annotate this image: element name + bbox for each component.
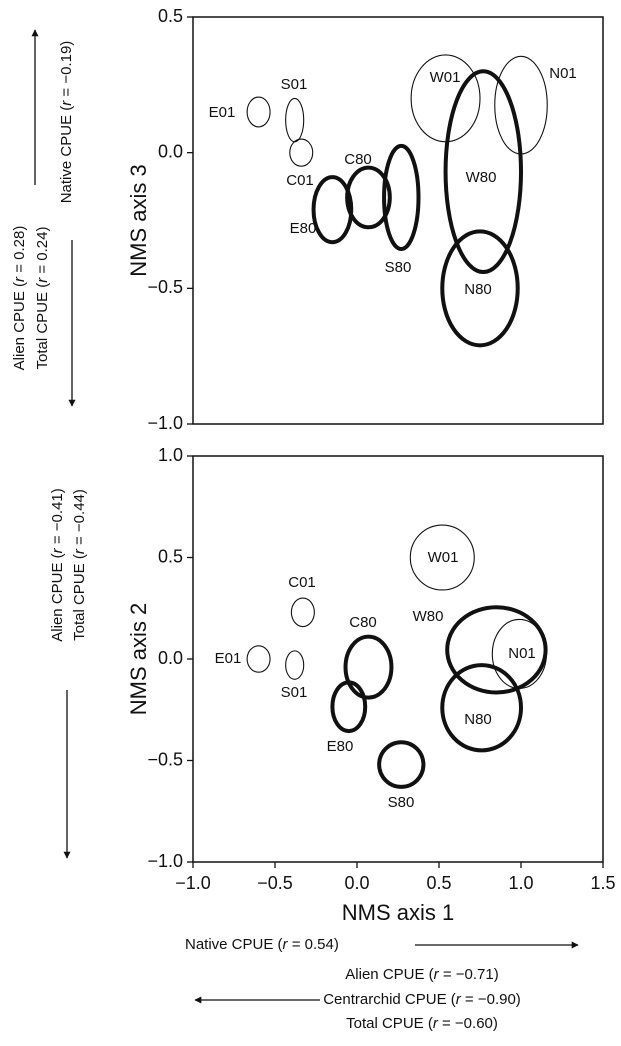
y-tick-label: 1.0 (158, 445, 183, 465)
x-axis-title: NMS axis 1 (342, 900, 454, 925)
point-label: S01 (281, 684, 308, 701)
group-ellipse (377, 740, 426, 789)
x-tick-label: 1.5 (590, 873, 615, 893)
point-label: W01 (428, 549, 459, 566)
point-label: E80 (290, 220, 317, 237)
point-label: N01 (508, 645, 536, 662)
point-label: N01 (549, 65, 577, 82)
x-tick-label: 0.5 (426, 873, 451, 893)
point-label: W80 (413, 608, 444, 625)
group-ellipse (440, 663, 524, 753)
y-tick-label: −1.0 (147, 413, 183, 433)
y-tick-label: −0.5 (147, 277, 183, 297)
y-axis-title: NMS axis 3 (126, 164, 151, 276)
point-label: S01 (281, 76, 308, 93)
annotation: Alien CPUE (r = 0.28) (11, 226, 28, 371)
point-label: W01 (430, 69, 461, 86)
point-label: C01 (286, 172, 314, 189)
point-label: W80 (466, 169, 497, 186)
group-ellipse (311, 175, 354, 245)
y-tick-label: −1.0 (147, 851, 183, 871)
annotation: Native CPUE (r = 0.54) (185, 936, 339, 953)
group-ellipse (440, 229, 520, 348)
annotation: Native CPUE (r = −0.19) (58, 41, 75, 204)
x-tick-label: 0.0 (344, 873, 369, 893)
group-ellipse (285, 650, 305, 680)
group-ellipse (290, 597, 315, 628)
group-ellipse (409, 524, 475, 591)
point-label: S80 (385, 259, 412, 276)
group-ellipse (382, 143, 421, 251)
group-ellipse (285, 97, 305, 143)
point-label: N80 (464, 711, 492, 728)
group-ellipse (443, 69, 523, 275)
annotation: Total CPUE (r = 0.24) (34, 227, 51, 370)
group-ellipse (246, 96, 271, 128)
y-tick-label: 0.0 (158, 648, 183, 668)
point-label: S80 (388, 794, 415, 811)
point-label: C80 (344, 151, 372, 168)
annotation: Alien CPUE (r = −0.41) (49, 488, 66, 641)
y-tick-label: 0.0 (158, 141, 183, 161)
annotation: Centrarchid CPUE (r = −0.90) (323, 991, 521, 1008)
y-tick-label: 0.5 (158, 546, 183, 566)
point-label: E01 (209, 104, 236, 121)
group-ellipse (445, 605, 548, 695)
group-ellipse (289, 138, 314, 167)
point-label: C80 (349, 614, 377, 631)
annotation: Alien CPUE (r = −0.71) (345, 966, 498, 983)
group-ellipse (345, 165, 392, 230)
point-label: E80 (327, 738, 354, 755)
annotation: Total CPUE (r = −0.44) (71, 489, 88, 641)
group-ellipse (330, 680, 368, 734)
x-tick-label: 1.0 (508, 873, 533, 893)
point-label: C01 (288, 574, 316, 591)
group-ellipse (343, 634, 394, 700)
point-label: N80 (464, 281, 492, 298)
group-ellipse (246, 645, 271, 673)
y-tick-label: −0.5 (147, 749, 183, 769)
plot-frame (192, 16, 604, 425)
x-tick-label: −1.0 (175, 873, 211, 893)
x-tick-label: −0.5 (257, 873, 293, 893)
y-axis-title: NMS axis 2 (126, 603, 151, 715)
annotation: Total CPUE (r = −0.60) (346, 1015, 498, 1032)
point-label: E01 (215, 650, 242, 667)
y-tick-label: 0.5 (158, 6, 183, 26)
